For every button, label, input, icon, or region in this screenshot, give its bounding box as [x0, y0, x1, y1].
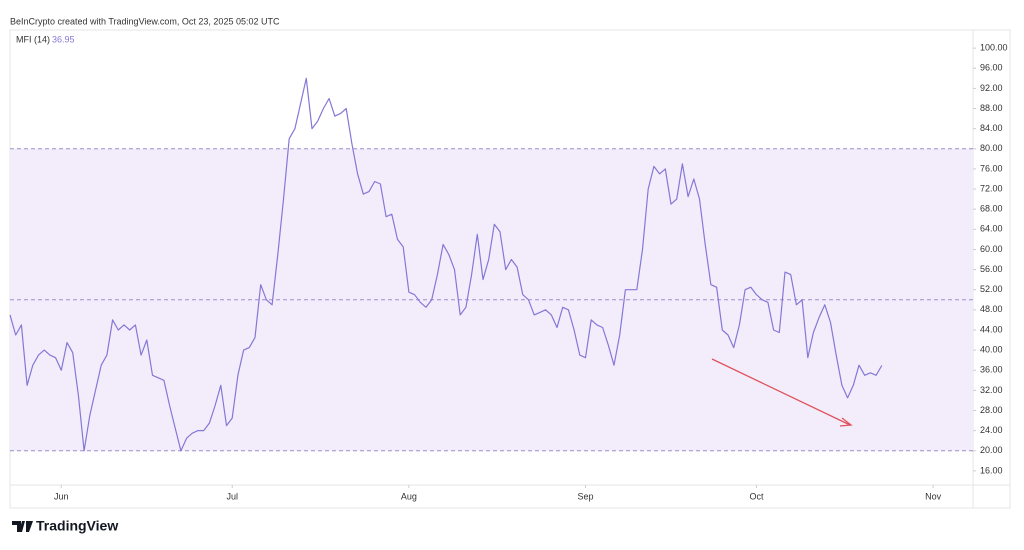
y-tick-label: 56.00 [980, 264, 1003, 274]
y-tick-label: 40.00 [980, 344, 1003, 354]
axes: 16.00 20.00 24.00 28.00 32.00 36.00 40.00 44.00… [54, 42, 1008, 501]
plot [9, 77, 973, 452]
y-tick-label: 60.00 [980, 244, 1003, 254]
x-tick-label: Jun [54, 491, 69, 501]
arrow-head [839, 417, 853, 427]
y-tick-label: 28.00 [980, 405, 1003, 415]
legend-value: 36.95 [52, 34, 75, 44]
y-tick-label: 72.00 [980, 183, 1003, 193]
x-tick-label: Aug [401, 491, 417, 501]
y-tick-label: 100.00 [980, 42, 1008, 52]
y-tick-label: 52.00 [980, 284, 1003, 294]
y-tick-label: 88.00 [980, 103, 1003, 113]
band [10, 148, 973, 451]
arrow-shaft [711, 358, 851, 426]
x-tick-label: Sep [578, 491, 594, 501]
y-tick-label: 96.00 [980, 63, 1003, 73]
y-tick-label: 32.00 [980, 385, 1003, 395]
y-tick-label: 80.00 [980, 143, 1003, 153]
x-tick-label: Oct [749, 491, 764, 501]
mfi-line [9, 77, 883, 452]
brand: TradingView [12, 518, 118, 534]
x-tick-label: Nov [925, 491, 942, 501]
x-tick-label: Jul [226, 491, 238, 501]
y-tick-label: 24.00 [980, 425, 1003, 435]
y-tick-label: 92.00 [980, 83, 1003, 93]
y-tick-label: 16.00 [980, 465, 1003, 475]
y-tick-label: 44.00 [980, 324, 1003, 334]
y-tick-label: 64.00 [980, 224, 1003, 234]
y-tick-label: 68.00 [980, 204, 1003, 214]
trend-arrow [711, 358, 853, 427]
y-tick-label: 76.00 [980, 163, 1003, 173]
y-tick-label: 48.00 [980, 304, 1003, 314]
y-tick-label: 20.00 [980, 445, 1003, 455]
y-tick-label: 84.00 [980, 123, 1003, 133]
chart-title: BeInCrypto created with TradingView.com,… [10, 16, 280, 26]
brand-name: TradingView [36, 518, 118, 534]
y-tick-label: 36.00 [980, 365, 1003, 375]
legend-name: MFI (14) [16, 34, 50, 44]
brand-logo [12, 521, 33, 532]
